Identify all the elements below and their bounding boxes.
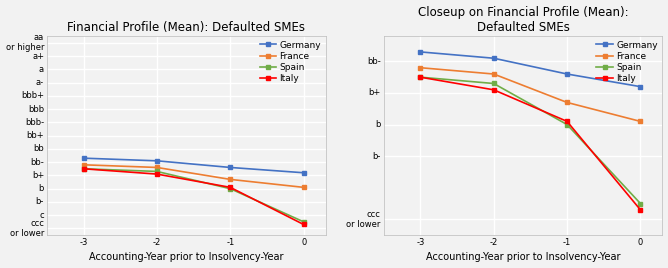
X-axis label: Accounting-Year prior to Insolvency-Year: Accounting-Year prior to Insolvency-Year	[89, 252, 283, 262]
Italy	[637, 208, 645, 211]
Line: Germany: Germany	[81, 156, 306, 175]
Legend: Germany, France, Spain, Italy: Germany, France, Spain, Italy	[595, 39, 660, 85]
Line: Italy: Italy	[81, 166, 306, 227]
Italy	[153, 173, 161, 176]
Spain	[416, 76, 424, 79]
Germany	[79, 157, 88, 160]
France	[563, 101, 571, 104]
Spain	[637, 202, 645, 205]
Line: Italy: Italy	[418, 75, 643, 212]
Germany	[300, 171, 308, 174]
Line: Germany: Germany	[418, 50, 643, 89]
Line: Spain: Spain	[81, 166, 306, 224]
Germany	[226, 166, 234, 169]
Germany	[153, 159, 161, 162]
Legend: Germany, France, Spain, Italy: Germany, France, Spain, Italy	[258, 39, 323, 85]
Spain	[490, 82, 498, 85]
Italy	[563, 120, 571, 123]
Spain	[153, 170, 161, 173]
Line: France: France	[418, 65, 643, 124]
Spain	[79, 167, 88, 170]
Italy	[79, 167, 88, 170]
France	[79, 163, 88, 166]
Spain	[563, 123, 571, 126]
France	[226, 178, 234, 181]
France	[490, 72, 498, 76]
X-axis label: Accounting-Year prior to Insolvency-Year: Accounting-Year prior to Insolvency-Year	[426, 252, 621, 262]
Germany	[563, 72, 571, 76]
Italy	[226, 186, 234, 189]
Germany	[637, 85, 645, 88]
France	[153, 166, 161, 169]
Line: Spain: Spain	[418, 75, 643, 206]
Spain	[226, 187, 234, 190]
Italy	[416, 76, 424, 79]
Line: France: France	[81, 162, 306, 190]
France	[416, 66, 424, 69]
France	[300, 186, 308, 189]
Spain	[300, 220, 308, 224]
Italy	[300, 223, 308, 226]
France	[637, 120, 645, 123]
Germany	[490, 57, 498, 60]
Germany	[416, 50, 424, 54]
Title: Closeup on Financial Profile (Mean):
Defaulted SMEs: Closeup on Financial Profile (Mean): Def…	[418, 6, 629, 34]
Italy	[490, 88, 498, 91]
Title: Financial Profile (Mean): Defaulted SMEs: Financial Profile (Mean): Defaulted SMEs	[67, 21, 305, 34]
